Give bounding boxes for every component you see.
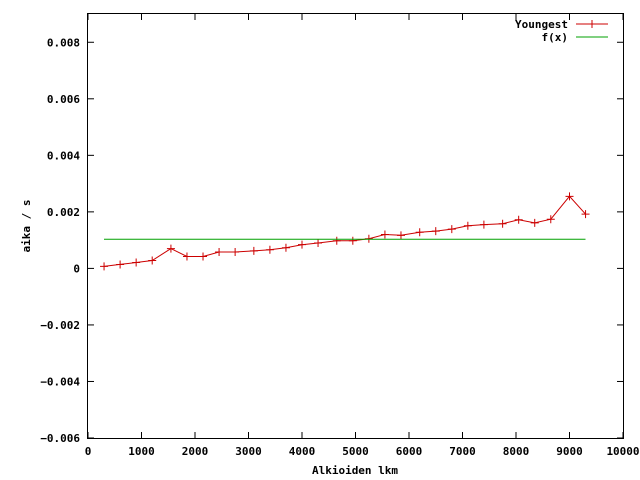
data-point: [431, 227, 440, 236]
y-tick-label: −0.006: [40, 432, 80, 445]
series-line-1: [103, 195, 586, 267]
x-tick-label: 10000: [606, 445, 639, 458]
data-point: [348, 236, 357, 245]
x-tick-label: 5000: [342, 445, 369, 458]
data-point: [166, 244, 175, 253]
data-point: [231, 248, 240, 257]
data-point: [182, 252, 191, 261]
data-point: [148, 256, 157, 265]
data-point: [581, 210, 590, 219]
data-point: [565, 192, 574, 201]
x-tick-label: 7000: [449, 445, 476, 458]
data-point: [530, 218, 539, 227]
data-point: [116, 260, 125, 269]
data-point: [314, 238, 323, 247]
data-point: [396, 231, 405, 240]
y-axis-title: aika / s: [20, 200, 33, 253]
data-point: [332, 236, 341, 245]
data-point: [265, 245, 274, 254]
y-tick-label: 0.004: [47, 149, 80, 162]
data-point: [249, 246, 258, 255]
data-point: [199, 252, 208, 261]
legend-marker: [588, 20, 596, 28]
data-point: [546, 215, 555, 224]
data-point: [298, 240, 306, 249]
data-point: [380, 230, 389, 239]
x-axis: 0 1000 2000 3000 4000 5000 6000 7000 8000 9000 100…: [85, 14, 640, 458]
x-axis-title: Alkioiden lkm: [312, 464, 398, 477]
legend-label: Youngest: [515, 18, 568, 31]
data-point: [364, 234, 373, 243]
x-tick-label: 3000: [235, 445, 262, 458]
data-point: [463, 221, 472, 230]
x-tick-label: 2000: [182, 445, 209, 458]
plot-border: [87, 13, 624, 439]
y-tick-label: −0.002: [40, 319, 80, 332]
x-tick-label: 1000: [128, 445, 155, 458]
data-point: [415, 228, 424, 237]
y-tick-label: 0.008: [47, 36, 80, 49]
y-tick-label: −0.004: [40, 375, 80, 388]
data-point: [215, 248, 224, 257]
y-axis: −0.006 −0.004 −0.002 0 0.002 0.004 0.006 0.008: [40, 36, 623, 445]
x-tick-label: 4000: [289, 445, 316, 458]
data-point: [514, 215, 523, 224]
data-point: [447, 225, 456, 234]
x-tick-label: 0: [85, 445, 92, 458]
y-tick-label: 0.002: [47, 206, 80, 219]
series-layer: [100, 192, 590, 271]
x-tick-label: 6000: [396, 445, 423, 458]
data-point: [498, 219, 507, 228]
data-point: [479, 220, 488, 229]
legend-label: f(x): [542, 31, 569, 44]
y-tick-label: 0: [73, 262, 80, 275]
x-tick-label: 8000: [503, 445, 530, 458]
data-point: [132, 258, 141, 267]
x-tick-label: 9000: [556, 445, 583, 458]
data-point: [281, 243, 290, 252]
data-point: [100, 262, 109, 271]
y-tick-label: 0.006: [47, 93, 80, 106]
